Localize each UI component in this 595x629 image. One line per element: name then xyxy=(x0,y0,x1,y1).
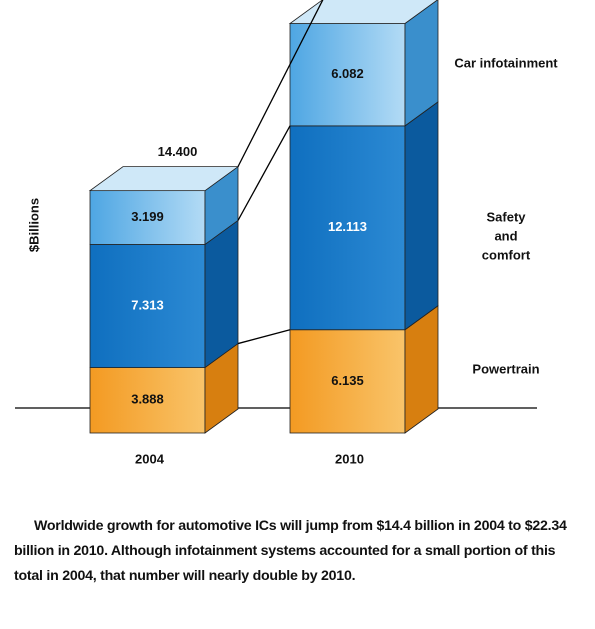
caption: Worldwide growth for automotive ICs will… xyxy=(14,518,567,584)
bar-side xyxy=(204,219,239,369)
bar-segment xyxy=(89,244,206,368)
data-label: 3.888 xyxy=(131,392,164,407)
bar-segment xyxy=(89,190,206,245)
connector xyxy=(237,125,291,221)
data-label: 3.199 xyxy=(131,209,164,224)
x-tick-label: 2004 xyxy=(135,451,165,466)
legend-label: Car infotainment xyxy=(454,55,558,71)
connector xyxy=(237,0,324,167)
chart: $Billions 3.888 7.313 3.199 14.400 2004 6.135… xyxy=(15,0,537,466)
bar-side xyxy=(404,0,439,127)
connector xyxy=(237,329,291,345)
bar-top xyxy=(288,0,439,24)
bar-segment xyxy=(289,23,406,127)
data-label: 7.313 xyxy=(131,297,164,312)
y-axis-label: $Billions xyxy=(26,198,41,252)
bar-segment xyxy=(289,329,406,434)
data-label: 12.113 xyxy=(328,219,367,234)
legend-label: Powertrain xyxy=(472,361,540,377)
bar-segment xyxy=(89,367,206,434)
bar-side xyxy=(404,101,439,331)
total-label: 14.400 xyxy=(158,144,198,159)
legend-label: Safety and comfort xyxy=(481,209,531,263)
data-label: 6.135 xyxy=(331,373,364,388)
data-label: 6.082 xyxy=(331,66,364,81)
x-tick-label: 2010 xyxy=(335,451,364,466)
